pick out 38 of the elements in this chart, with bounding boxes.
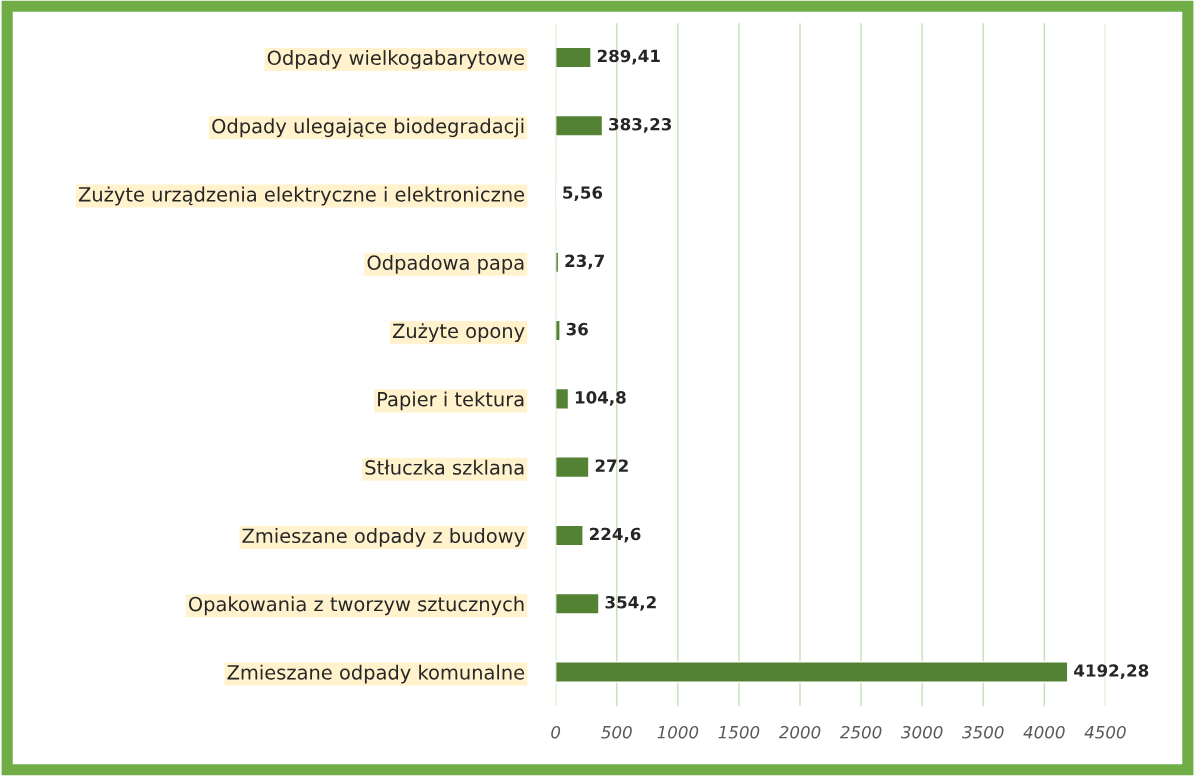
x-tick-label: 4000 [1023, 725, 1065, 739]
data-label: 354,2 [605, 595, 656, 611]
x-tick-label: 2500 [839, 725, 882, 739]
x-tick-label: 0 [551, 725, 561, 739]
x-tick-label: 2000 [778, 725, 821, 739]
x-tick-label: 1000 [657, 725, 699, 739]
bar [555, 46, 592, 69]
bar [555, 661, 1069, 683]
x-tick-label: 4500 [1084, 725, 1126, 739]
x-tick-label: 1500 [718, 725, 760, 739]
bar [555, 319, 561, 342]
data-label: 36 [566, 322, 588, 336]
data-label: 383,23 [609, 117, 672, 133]
y-tick-label: Odpadowa papa [367, 254, 524, 274]
data-label: 272 [595, 459, 628, 472]
data-label: 224,6 [589, 527, 641, 543]
data-label: 289,41 [597, 49, 660, 65]
data-label: 104,8 [575, 391, 626, 406]
y-tick-label: Stłuczka szklana [365, 459, 524, 475]
x-tick-label: 3500 [962, 725, 1004, 739]
y-tick-label: Zużyte urządzenia elektryczne i elektroniczne [78, 186, 525, 206]
bar [555, 114, 604, 137]
bar [555, 456, 590, 479]
x-tick-label: 500 [601, 725, 632, 739]
bar [555, 592, 600, 615]
bar [555, 524, 584, 547]
data-label: 4192,28 [1074, 664, 1149, 679]
data-label: 5,56 [563, 186, 603, 201]
y-tick-label: Odpady ulegające biodegradacji [212, 118, 524, 138]
x-tick-label: 3000 [900, 725, 943, 739]
y-tick-label: Opakowania z tworzyw sztucznych [188, 596, 524, 616]
y-tick-label: Zmieszane odpady z budowy [242, 528, 525, 547]
bar [555, 387, 570, 410]
data-label: 23,7 [565, 254, 604, 270]
y-tick-label: Zużyte opony [392, 323, 525, 343]
y-tick-label: Papier i tektura [378, 391, 524, 411]
y-tick-label: Odpady wielkogabarytowe [267, 50, 525, 69]
y-tick-label: Zmieszane odpady komunalne [227, 664, 525, 684]
